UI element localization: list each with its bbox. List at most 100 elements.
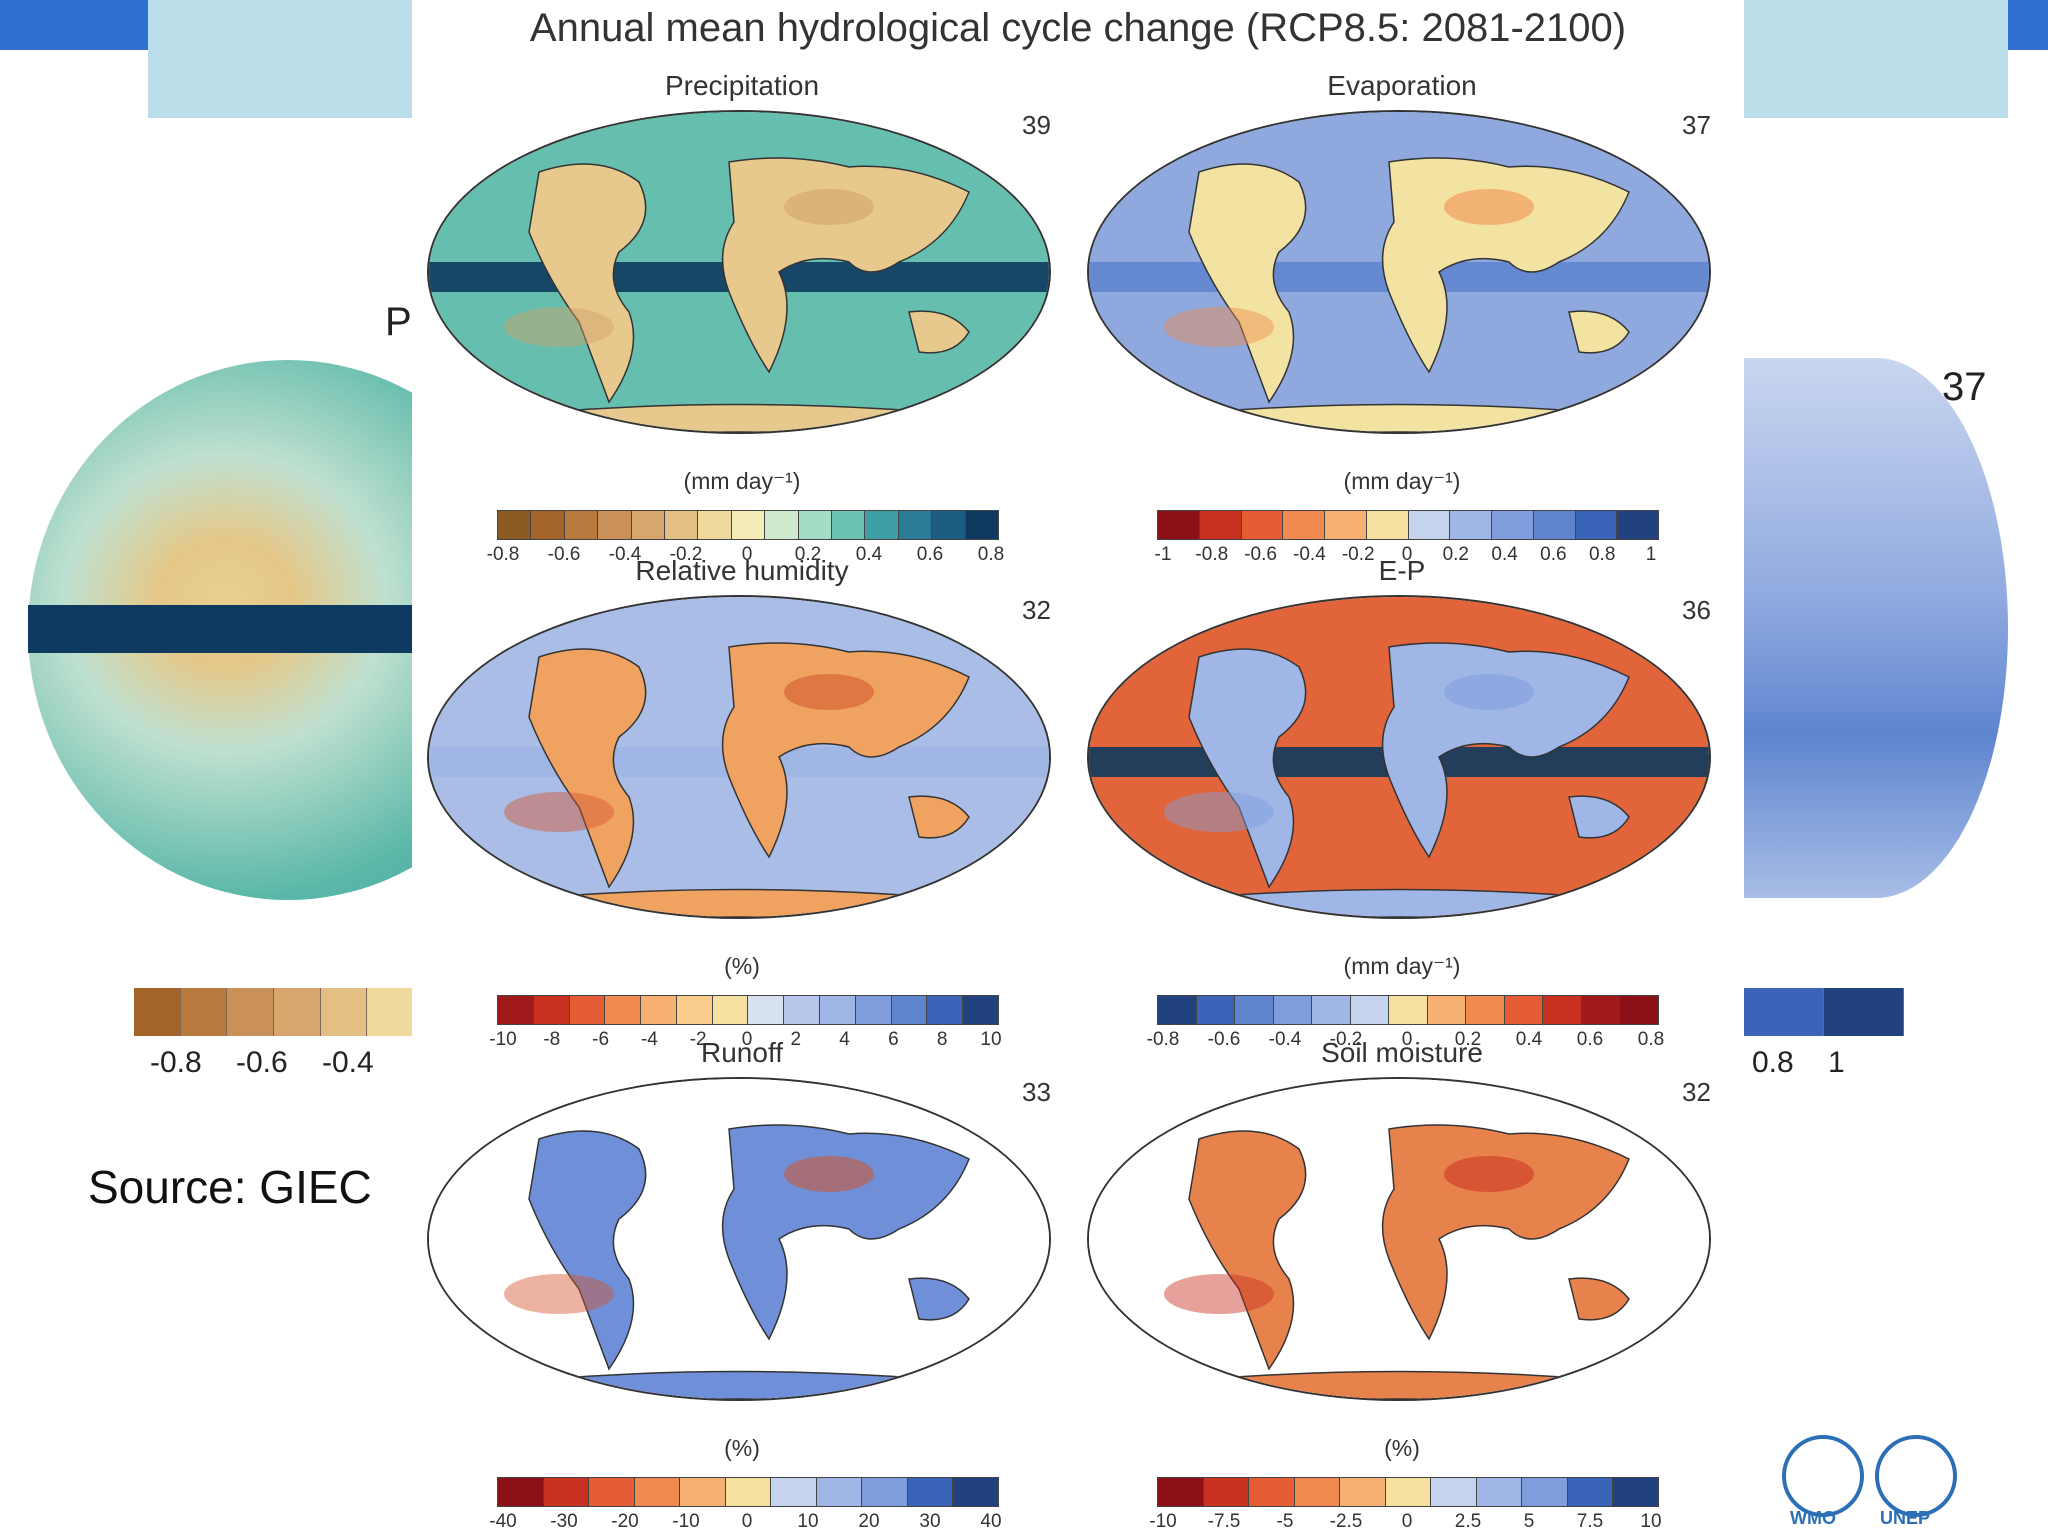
background-colorbar-right [1744, 988, 1904, 1036]
colorbar-swatch [498, 1478, 544, 1506]
colorbar-swatch [1744, 988, 1824, 1036]
colorbar-tick-label: 20 [858, 1511, 880, 1532]
colorbar-swatch [274, 988, 321, 1036]
colorbar-swatch [1431, 1478, 1477, 1506]
colorbar-tick-label: -2 [689, 1029, 707, 1050]
colorbar-ticks: -10 -7.5 -5 -2.5 0 2.5 5 7.5 10 [1149, 1511, 1661, 1535]
colorbar-swatch [498, 996, 534, 1024]
colorbar-swatch [1366, 511, 1409, 539]
colorbar [1157, 995, 1659, 1025]
colorbar-tick-label: 10 [797, 1511, 819, 1532]
colorbar-tick-label: 0.6 [1576, 1029, 1604, 1050]
colorbar-unit-label: (mm day⁻¹) [1343, 468, 1461, 494]
panel-model-count: 37 [1682, 110, 1711, 140]
colorbar-tick-label: 10 [1640, 1511, 1662, 1532]
colorbar-tick-label: -10 [489, 1029, 517, 1050]
colorbar-tick-label: 0.4 [1491, 544, 1518, 565]
colorbar-swatch [1158, 511, 1200, 539]
colorbar-swatch [862, 1478, 908, 1506]
colorbar-tick-label: -0.2 [1341, 544, 1375, 565]
colorbar-unit-label: (%) [724, 953, 760, 979]
colorbar-tick-label: 0.8 [977, 544, 1005, 565]
panel-model-count: 32 [1682, 1077, 1711, 1107]
colorbar-tick-label: -30 [550, 1511, 578, 1532]
colorbar-tick-label: 0.6 [1540, 544, 1567, 565]
colorbar-tick-label: -10 [1149, 1511, 1177, 1532]
panel-title: Relative humidity [635, 555, 849, 586]
colorbar-swatch [731, 511, 766, 539]
colorbar-tick-label: -6 [592, 1029, 610, 1050]
colorbar-unit-label: (%) [724, 1435, 760, 1461]
background-panel-count: 37 [1942, 365, 1987, 409]
colorbar-swatch [1408, 511, 1451, 539]
world-map [1087, 595, 1711, 919]
colorbar-swatch [1203, 1478, 1250, 1506]
background-colorbar-left [134, 988, 415, 1036]
colorbar [1157, 510, 1659, 540]
colorbar-tick-label: -40 [489, 1511, 517, 1532]
colorbar-tick-label: -10 [672, 1511, 700, 1532]
colorbar-swatch [569, 996, 606, 1024]
colorbar-swatch [1196, 996, 1236, 1024]
colorbar-swatch [589, 1478, 635, 1506]
colorbar-swatch [907, 1478, 954, 1506]
colorbar-swatch [1824, 988, 1904, 1036]
unep-logo-text: UNEP [1880, 1508, 1931, 1528]
colorbar-tick-label: -0.6 [547, 544, 581, 565]
colorbar-tick-label: -7.5 [1207, 1511, 1241, 1532]
figure-title: Annual mean hydrological cycle change (R… [529, 6, 1627, 50]
colorbar-tick-label: -0.4 [1268, 1029, 1302, 1050]
panel-title: Evaporation [1327, 70, 1477, 101]
colorbar-unit-label: (mm day⁻¹) [1343, 953, 1461, 979]
colorbar [497, 995, 999, 1025]
colorbar-swatch [771, 1478, 817, 1506]
colorbar-tick-label: 0.8 [1588, 544, 1616, 565]
world-map [427, 595, 1051, 919]
colorbar-ticks: -40 -30 -20 -10 0 10 20 30 40 [489, 1511, 1001, 1535]
colorbar-swatch [1620, 996, 1658, 1024]
colorbar-swatch [1522, 1478, 1568, 1506]
colorbar-swatch [1158, 996, 1197, 1024]
colorbar-swatch [367, 988, 415, 1036]
colorbar-tick-label: 1 [1645, 544, 1657, 565]
colorbar-tick-label: 0 [1401, 544, 1413, 565]
colorbar-tick-label: -0.8 [486, 544, 520, 565]
world-map [427, 1077, 1051, 1401]
colorbar-ticks: -0.8 -0.6 -0.4 -0.2 0 0.2 0.4 0.6 0.8 [487, 544, 1005, 568]
colorbar-swatch [1340, 1478, 1386, 1506]
colorbar-swatch [725, 1478, 772, 1506]
colorbar-swatch [1476, 1478, 1523, 1506]
colorbar-tick-label: -5 [1276, 1511, 1294, 1532]
colorbar-tick-label: -0.8 [1195, 544, 1229, 565]
colorbar-tick-label: -0.4 [1293, 544, 1326, 565]
colorbar-swatch [1249, 1478, 1295, 1506]
colorbar-swatch [832, 511, 866, 539]
unep-logo-icon [1875, 1435, 1957, 1517]
colorbar-tick-label: 2 [790, 1029, 802, 1050]
colorbar-tick-label: -4 [640, 1029, 658, 1050]
colorbar-swatch [680, 1478, 726, 1506]
colorbar-tick-label: -0.6 [1244, 544, 1277, 565]
colorbar-swatch [1543, 996, 1582, 1024]
background-tick: -0.6 [236, 1046, 288, 1079]
panel-title: Runoff [701, 1037, 783, 1068]
source-caption: Source: GIEC [88, 1161, 372, 1213]
colorbar-swatch [634, 1478, 681, 1506]
wmo-logo-text: WMO [1790, 1508, 1836, 1528]
colorbar-swatch [598, 511, 632, 539]
colorbar-swatch [134, 988, 181, 1036]
colorbar-swatch [1389, 996, 1428, 1024]
colorbar-tick-label: 0 [741, 544, 753, 565]
colorbar-swatch [953, 1478, 999, 1506]
colorbar-tick-label: 0.6 [916, 544, 944, 565]
colorbar-swatch [932, 511, 966, 539]
world-map [1087, 110, 1711, 434]
colorbar-swatch [927, 996, 964, 1024]
colorbar-tick-label: 0.2 [1442, 544, 1470, 565]
colorbar-swatch [1567, 1478, 1614, 1506]
colorbar-swatch [1312, 996, 1351, 1024]
colorbar-swatch [898, 511, 933, 539]
colorbar-tick-label: 30 [919, 1511, 941, 1532]
colorbar-tick-label: 5 [1523, 1511, 1535, 1532]
colorbar-swatch [1450, 511, 1492, 539]
